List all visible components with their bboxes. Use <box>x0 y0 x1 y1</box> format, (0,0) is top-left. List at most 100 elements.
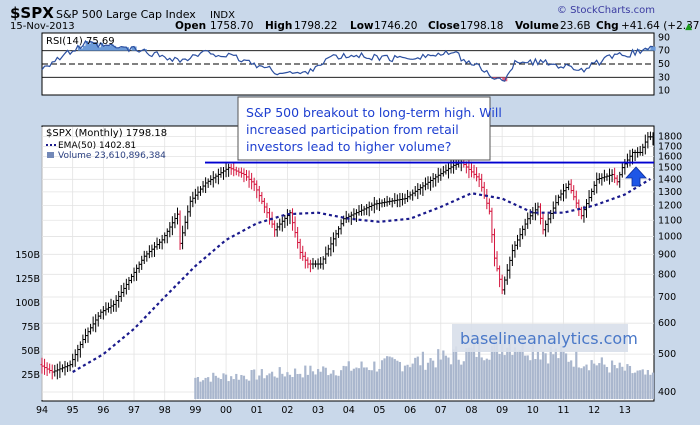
volume-bar <box>424 369 427 399</box>
volume-bar <box>577 367 580 399</box>
url-watermark-box <box>452 324 628 352</box>
annotation-line-2: increased participation from retail <box>246 122 459 137</box>
volume-bar <box>575 350 578 399</box>
time-tick-label: 01 <box>251 405 263 416</box>
close-value: 1798.18 <box>460 20 503 32</box>
volume-bar <box>649 374 652 399</box>
volume-bar <box>383 358 386 399</box>
volume-axis: 150B 125B 100B 75B 50B 25B <box>15 250 40 381</box>
volume-bar <box>352 368 355 399</box>
url-watermark: baselineanalytics.com <box>460 329 638 348</box>
ema50-line <box>72 178 651 373</box>
price-tick-label: 700 <box>658 292 676 303</box>
annotation-box <box>237 96 491 161</box>
volume-bar <box>444 355 448 399</box>
volume-bar <box>651 372 655 399</box>
volume-bar <box>513 347 517 399</box>
volume-bar <box>357 368 361 399</box>
volume-bar <box>342 365 345 399</box>
volume-bar <box>590 360 593 399</box>
volume-bar <box>633 372 637 399</box>
price-tick-label: 1600 <box>658 152 682 163</box>
volume-bar <box>518 350 522 399</box>
volume-bar <box>201 380 205 399</box>
volume-bar <box>552 354 555 399</box>
volume-bar <box>406 364 409 399</box>
rsi-tick-label: 50 <box>658 59 670 70</box>
time-tick-label: 05 <box>373 405 385 416</box>
volume-bar <box>470 347 473 399</box>
watermark-stockcharts: © StockCharts.com <box>557 5 655 16</box>
volume-bar <box>304 365 307 399</box>
time-tick-label: 95 <box>67 405 79 416</box>
volume-bar <box>598 363 601 399</box>
volume-bars <box>194 336 655 399</box>
time-tick-label: 06 <box>404 405 416 416</box>
volume-bar <box>311 371 315 399</box>
volume-bar <box>365 367 368 399</box>
volume-bar <box>301 377 304 399</box>
annotation-line-3: investors lead to higher volume? <box>246 139 451 154</box>
volume-bar <box>327 375 330 399</box>
volume-bar <box>209 381 212 399</box>
volume-bar <box>322 366 325 399</box>
volume-bar <box>232 379 235 399</box>
time-tick-label: 09 <box>496 405 508 416</box>
rsi-axis: 90 70 50 30 10 <box>658 32 670 96</box>
volume-bar <box>204 377 207 399</box>
volume-bar <box>618 362 621 399</box>
volume-bar <box>613 364 616 399</box>
volume-bar <box>480 357 483 399</box>
time-tick-label: 98 <box>159 405 171 416</box>
volume-bar <box>621 366 624 399</box>
volume-bar <box>360 361 363 399</box>
volume-bar <box>314 374 317 399</box>
volume-bar <box>337 375 340 399</box>
volume-bar <box>644 374 647 399</box>
volume-bar <box>388 356 391 399</box>
volume-tick-label: 125B <box>15 274 40 285</box>
volume-bar <box>363 367 366 399</box>
price-tick-label: 1100 <box>658 215 682 226</box>
price-tick-label: 1000 <box>658 231 682 242</box>
volume-tick-label: 50B <box>21 346 40 357</box>
volume-bar <box>245 379 248 399</box>
volume-bar <box>332 370 335 399</box>
volume-bar <box>610 360 614 399</box>
volume-bar <box>260 369 263 399</box>
volume-bar <box>375 371 378 399</box>
volume-bar <box>329 373 332 399</box>
time-axis: 94 95 96 97 98 99 00 01 02 03 04 05 06 07 08 09 10 11 12 13 <box>36 405 631 416</box>
volume-bar <box>194 377 197 399</box>
volume-bar <box>534 359 537 399</box>
volume-bar <box>524 355 527 399</box>
volume-bar <box>549 346 552 399</box>
chg-value: +41.64 (+2.37%) <box>621 20 700 32</box>
price-tick-label: 500 <box>658 349 676 360</box>
high-label: High <box>265 20 292 32</box>
volume-bar <box>564 353 568 399</box>
volume-bar <box>457 359 460 399</box>
volume-bar <box>309 365 312 399</box>
volume-bar <box>429 358 432 399</box>
volume-tick-label: 25B <box>21 370 40 381</box>
volume-bar <box>339 370 343 399</box>
volume-bar <box>585 364 588 399</box>
volume-bar <box>646 370 649 399</box>
volume-bar <box>603 364 606 399</box>
time-tick-label: 97 <box>128 405 140 416</box>
volume-bar <box>219 379 223 399</box>
volume-bar <box>253 369 256 399</box>
volume-bar <box>207 377 210 399</box>
volume-bar <box>462 361 465 399</box>
volume-bar <box>498 353 501 399</box>
volume-bar <box>521 337 524 399</box>
volume-bar <box>455 346 458 399</box>
volume-bar <box>199 381 202 399</box>
volume-value: 23.6B <box>560 20 591 32</box>
volume-bar <box>224 374 228 399</box>
time-tick-label: 02 <box>281 405 293 416</box>
volume-bar <box>276 377 279 399</box>
volume-bar <box>299 373 302 399</box>
volume-bar <box>247 380 251 399</box>
